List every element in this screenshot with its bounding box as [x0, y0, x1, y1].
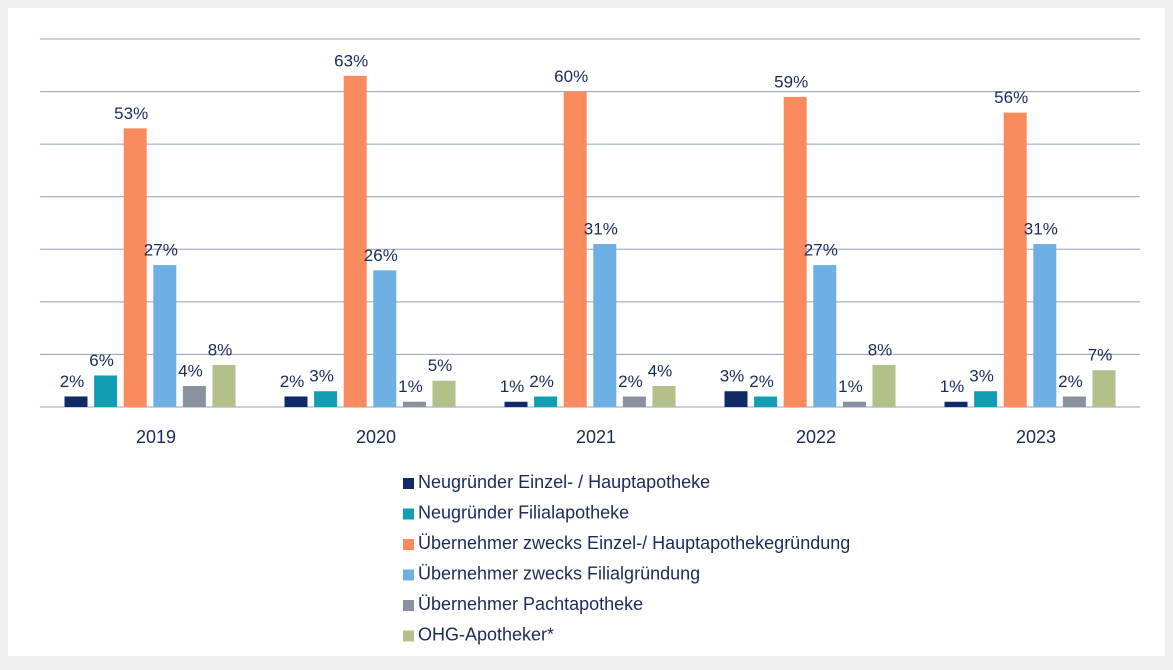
value-label: 4% — [648, 361, 673, 380]
legend-swatch — [403, 508, 414, 520]
value-label: 2% — [280, 372, 305, 391]
bar — [1033, 244, 1057, 407]
bar — [64, 396, 88, 407]
bar — [432, 380, 456, 407]
value-label: 1% — [940, 377, 965, 396]
value-label: 56% — [994, 88, 1028, 107]
value-label: 8% — [208, 340, 233, 359]
value-label: 1% — [838, 377, 863, 396]
bar — [153, 265, 177, 407]
bar — [974, 391, 998, 407]
value-label: 4% — [178, 361, 203, 380]
bar — [783, 96, 807, 407]
value-label: 63% — [334, 51, 368, 70]
legend-label: Übernehmer zwecks Einzel-/ Hauptapotheke… — [418, 533, 850, 553]
legend-swatch — [403, 600, 414, 611]
bar — [373, 270, 397, 407]
x-tick-label: 2023 — [1016, 427, 1056, 447]
value-label: 1% — [398, 377, 423, 396]
legend-swatch — [403, 630, 414, 642]
value-label: 60% — [554, 67, 588, 86]
x-tick-label: 2020 — [356, 427, 396, 447]
value-label: 3% — [720, 367, 745, 386]
bar — [622, 396, 646, 407]
legend-label: Neugründer Filialapotheke — [418, 502, 629, 522]
value-label: 27% — [804, 241, 838, 260]
bar — [593, 244, 617, 407]
value-label: 26% — [364, 246, 398, 265]
value-label: 2% — [60, 372, 85, 391]
value-label: 8% — [868, 340, 893, 359]
legend-swatch — [403, 478, 414, 489]
bar — [724, 391, 748, 407]
value-label: 31% — [1024, 220, 1058, 239]
bar — [1092, 370, 1116, 407]
x-tick-label: 2022 — [796, 427, 836, 447]
value-label: 53% — [114, 104, 148, 123]
value-label: 5% — [428, 356, 453, 375]
bar — [652, 385, 676, 407]
legend-swatch — [403, 569, 414, 581]
bar — [1003, 112, 1027, 407]
value-label: 59% — [774, 72, 808, 91]
legend-label: Neugründer Einzel- / Hauptapotheke — [418, 472, 710, 492]
bar — [402, 401, 426, 407]
bar — [813, 265, 837, 407]
bar — [842, 401, 866, 407]
bar — [754, 396, 778, 407]
value-label: 2% — [529, 372, 554, 391]
legend-label: OHG-Apotheker* — [418, 624, 554, 644]
legend-swatch — [403, 539, 414, 550]
bar — [872, 364, 896, 407]
x-tick-label: 2019 — [136, 427, 176, 447]
bar — [284, 396, 308, 407]
bar — [1062, 396, 1086, 407]
value-label: 2% — [618, 372, 643, 391]
bar — [944, 401, 968, 407]
bar — [94, 375, 118, 407]
value-label: 7% — [1088, 346, 1113, 365]
value-label: 31% — [584, 220, 618, 239]
legend-label: Übernehmer Pachtapotheke — [418, 594, 643, 614]
value-label: 27% — [144, 241, 178, 260]
value-label: 3% — [309, 367, 334, 386]
value-label: 2% — [749, 372, 774, 391]
legend-label: Übernehmer zwecks Filialgründung — [418, 563, 700, 583]
x-tick-label: 2021 — [576, 427, 616, 447]
value-label: 2% — [1058, 372, 1083, 391]
bar — [343, 75, 367, 408]
bar — [212, 364, 236, 407]
bar — [534, 396, 558, 407]
bar — [314, 391, 338, 407]
value-label: 1% — [500, 377, 525, 396]
bar — [123, 128, 147, 407]
value-label: 6% — [89, 351, 114, 370]
bar — [504, 401, 528, 407]
bar — [563, 91, 587, 408]
bar — [182, 385, 206, 407]
value-label: 3% — [969, 367, 994, 386]
